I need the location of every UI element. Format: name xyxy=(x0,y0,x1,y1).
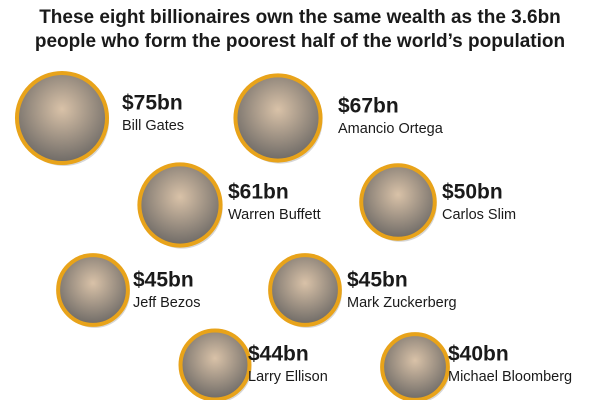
wealth-label: $67bn xyxy=(338,95,399,118)
person-name: Michael Bloomberg xyxy=(448,369,572,385)
wealth-label: $45bn xyxy=(133,269,194,292)
person-name: Jeff Bezos xyxy=(133,295,200,311)
wealth-label: $40bn xyxy=(448,343,509,366)
title-line: people who form the poorest half of the … xyxy=(35,31,565,52)
portrait xyxy=(178,328,252,400)
person-name: Amancio Ortega xyxy=(338,121,444,137)
wealth-label: $45bn xyxy=(347,269,408,292)
wealth-label: $44bn xyxy=(248,343,309,366)
portrait xyxy=(359,163,437,241)
portrait xyxy=(268,253,342,327)
wealth-label: $50bn xyxy=(442,181,503,204)
person-name: Carlos Slim xyxy=(442,207,516,223)
wealth-label: $75bn xyxy=(122,92,183,115)
portrait xyxy=(137,162,223,248)
person-name: Mark Zuckerberg xyxy=(347,295,457,311)
person-name: Bill Gates xyxy=(122,118,184,134)
portrait xyxy=(14,70,110,166)
portrait xyxy=(380,332,450,400)
title-line: These eight billionaires own the same we… xyxy=(39,7,561,28)
portrait xyxy=(56,253,130,327)
portrait xyxy=(233,73,323,163)
person-name: Larry Ellison xyxy=(248,369,328,385)
wealth-label: $61bn xyxy=(228,181,289,204)
person-name: Warren Buffett xyxy=(228,207,321,223)
